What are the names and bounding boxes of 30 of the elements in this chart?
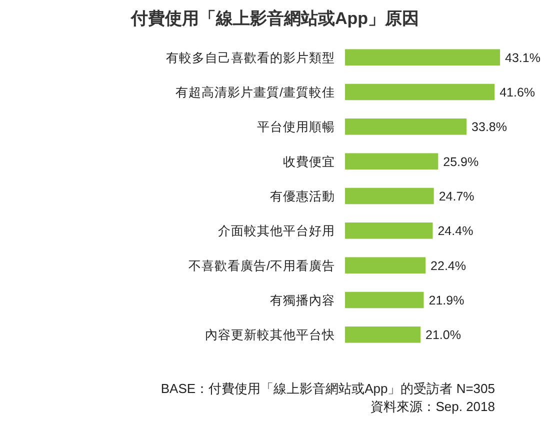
- bar: [345, 84, 495, 100]
- bar: [345, 326, 421, 343]
- data-label: 22.4%: [430, 258, 466, 273]
- bar: [345, 257, 426, 274]
- source-note: 資料來源：Sep. 2018: [370, 399, 495, 414]
- y-tick-label: 不喜歡看廣告/不用看廣告: [188, 258, 335, 273]
- y-tick-label: 介面較其他平台好用: [218, 224, 335, 238]
- bar: [345, 188, 434, 204]
- data-label: 43.1%: [505, 50, 540, 65]
- data-label: 25.9%: [443, 154, 479, 169]
- data-label: 21.0%: [426, 328, 461, 342]
- y-tick-label: 有較多自己喜歡看的影片類型: [166, 50, 335, 65]
- y-tick-label: 有獨播內容: [270, 292, 335, 308]
- y-tick-label: 有超高清影片畫質/畫質較佳: [176, 84, 335, 100]
- bar: [345, 49, 500, 66]
- data-label: 33.8%: [472, 120, 508, 134]
- y-tick-label: 收費便宜: [283, 154, 335, 169]
- data-label: 24.7%: [438, 190, 474, 204]
- bar: [345, 118, 467, 135]
- chart-title: 付費使用「線上影音網站或App」原因: [130, 9, 420, 28]
- bar: [345, 222, 433, 239]
- y-tick-label: 平台使用順暢: [257, 120, 335, 134]
- bar: [345, 153, 438, 170]
- data-label: 41.6%: [500, 86, 536, 100]
- data-label: 24.4%: [438, 224, 474, 238]
- y-tick-label: 有優惠活動: [270, 190, 335, 204]
- data-label: 21.9%: [428, 294, 464, 308]
- text: BASE：付費使用「線上影音網站或App」的受訪者 N=305: [160, 381, 495, 396]
- bar: [345, 292, 424, 308]
- y-tick-label: 內容更新較其他平台快: [205, 327, 335, 342]
